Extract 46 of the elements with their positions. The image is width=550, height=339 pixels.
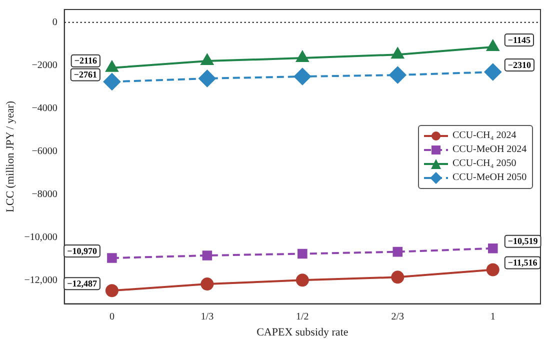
point [198,70,216,87]
point [103,73,120,90]
x-tick-label: 1 [490,311,496,322]
data-label: −2761 [74,70,98,80]
x-axis-title: CAPEX subsidy rate [256,326,348,338]
data-label: −1145 [508,34,532,45]
data-label: −10,970 [67,246,98,256]
point [486,263,500,276]
legend-label: CCU-CH₄ 2024 [452,128,516,143]
y-tick-label: −6000 [32,146,58,157]
y-tick-label: −8000 [32,188,58,200]
point [392,246,403,257]
point [202,250,212,260]
x-tick-label: 0 [109,311,114,322]
point [488,243,498,254]
y-tick-label: −12,000 [24,274,58,286]
point [298,248,308,259]
point [486,40,500,51]
point [391,270,404,284]
data-label: −11,516 [508,258,538,268]
y-tick-label: −2000 [32,60,58,71]
point [107,253,117,263]
y-tick-label: −4000 [32,102,58,114]
data-label: −10,519 [508,236,538,246]
point [294,68,311,86]
data-label: −2116 [74,56,98,66]
x-tick-label: 1/3 [200,311,214,322]
x-tick-label: 1/2 [296,311,309,322]
legend-label: CCU-CH₄ 2050 [452,156,516,171]
y-tick-label: −10,000 [24,232,58,243]
point [200,278,214,291]
x-tick-label: 2/3 [391,311,404,322]
data-label: −2310 [508,60,532,70]
point [484,64,502,81]
legend-label: CCU-MeOH 2024 [452,142,527,157]
point [200,54,214,66]
y-tick-label: 0 [52,17,58,28]
point [106,60,118,72]
point [296,51,309,62]
data-label: −12,487 [67,278,98,288]
legend-label: CCU-MeOH 2050 [452,170,527,185]
point [105,284,118,298]
point [391,48,404,59]
y-axis-title: LCC (million JPY / year) [4,100,16,212]
point [389,66,406,84]
point [296,274,309,287]
